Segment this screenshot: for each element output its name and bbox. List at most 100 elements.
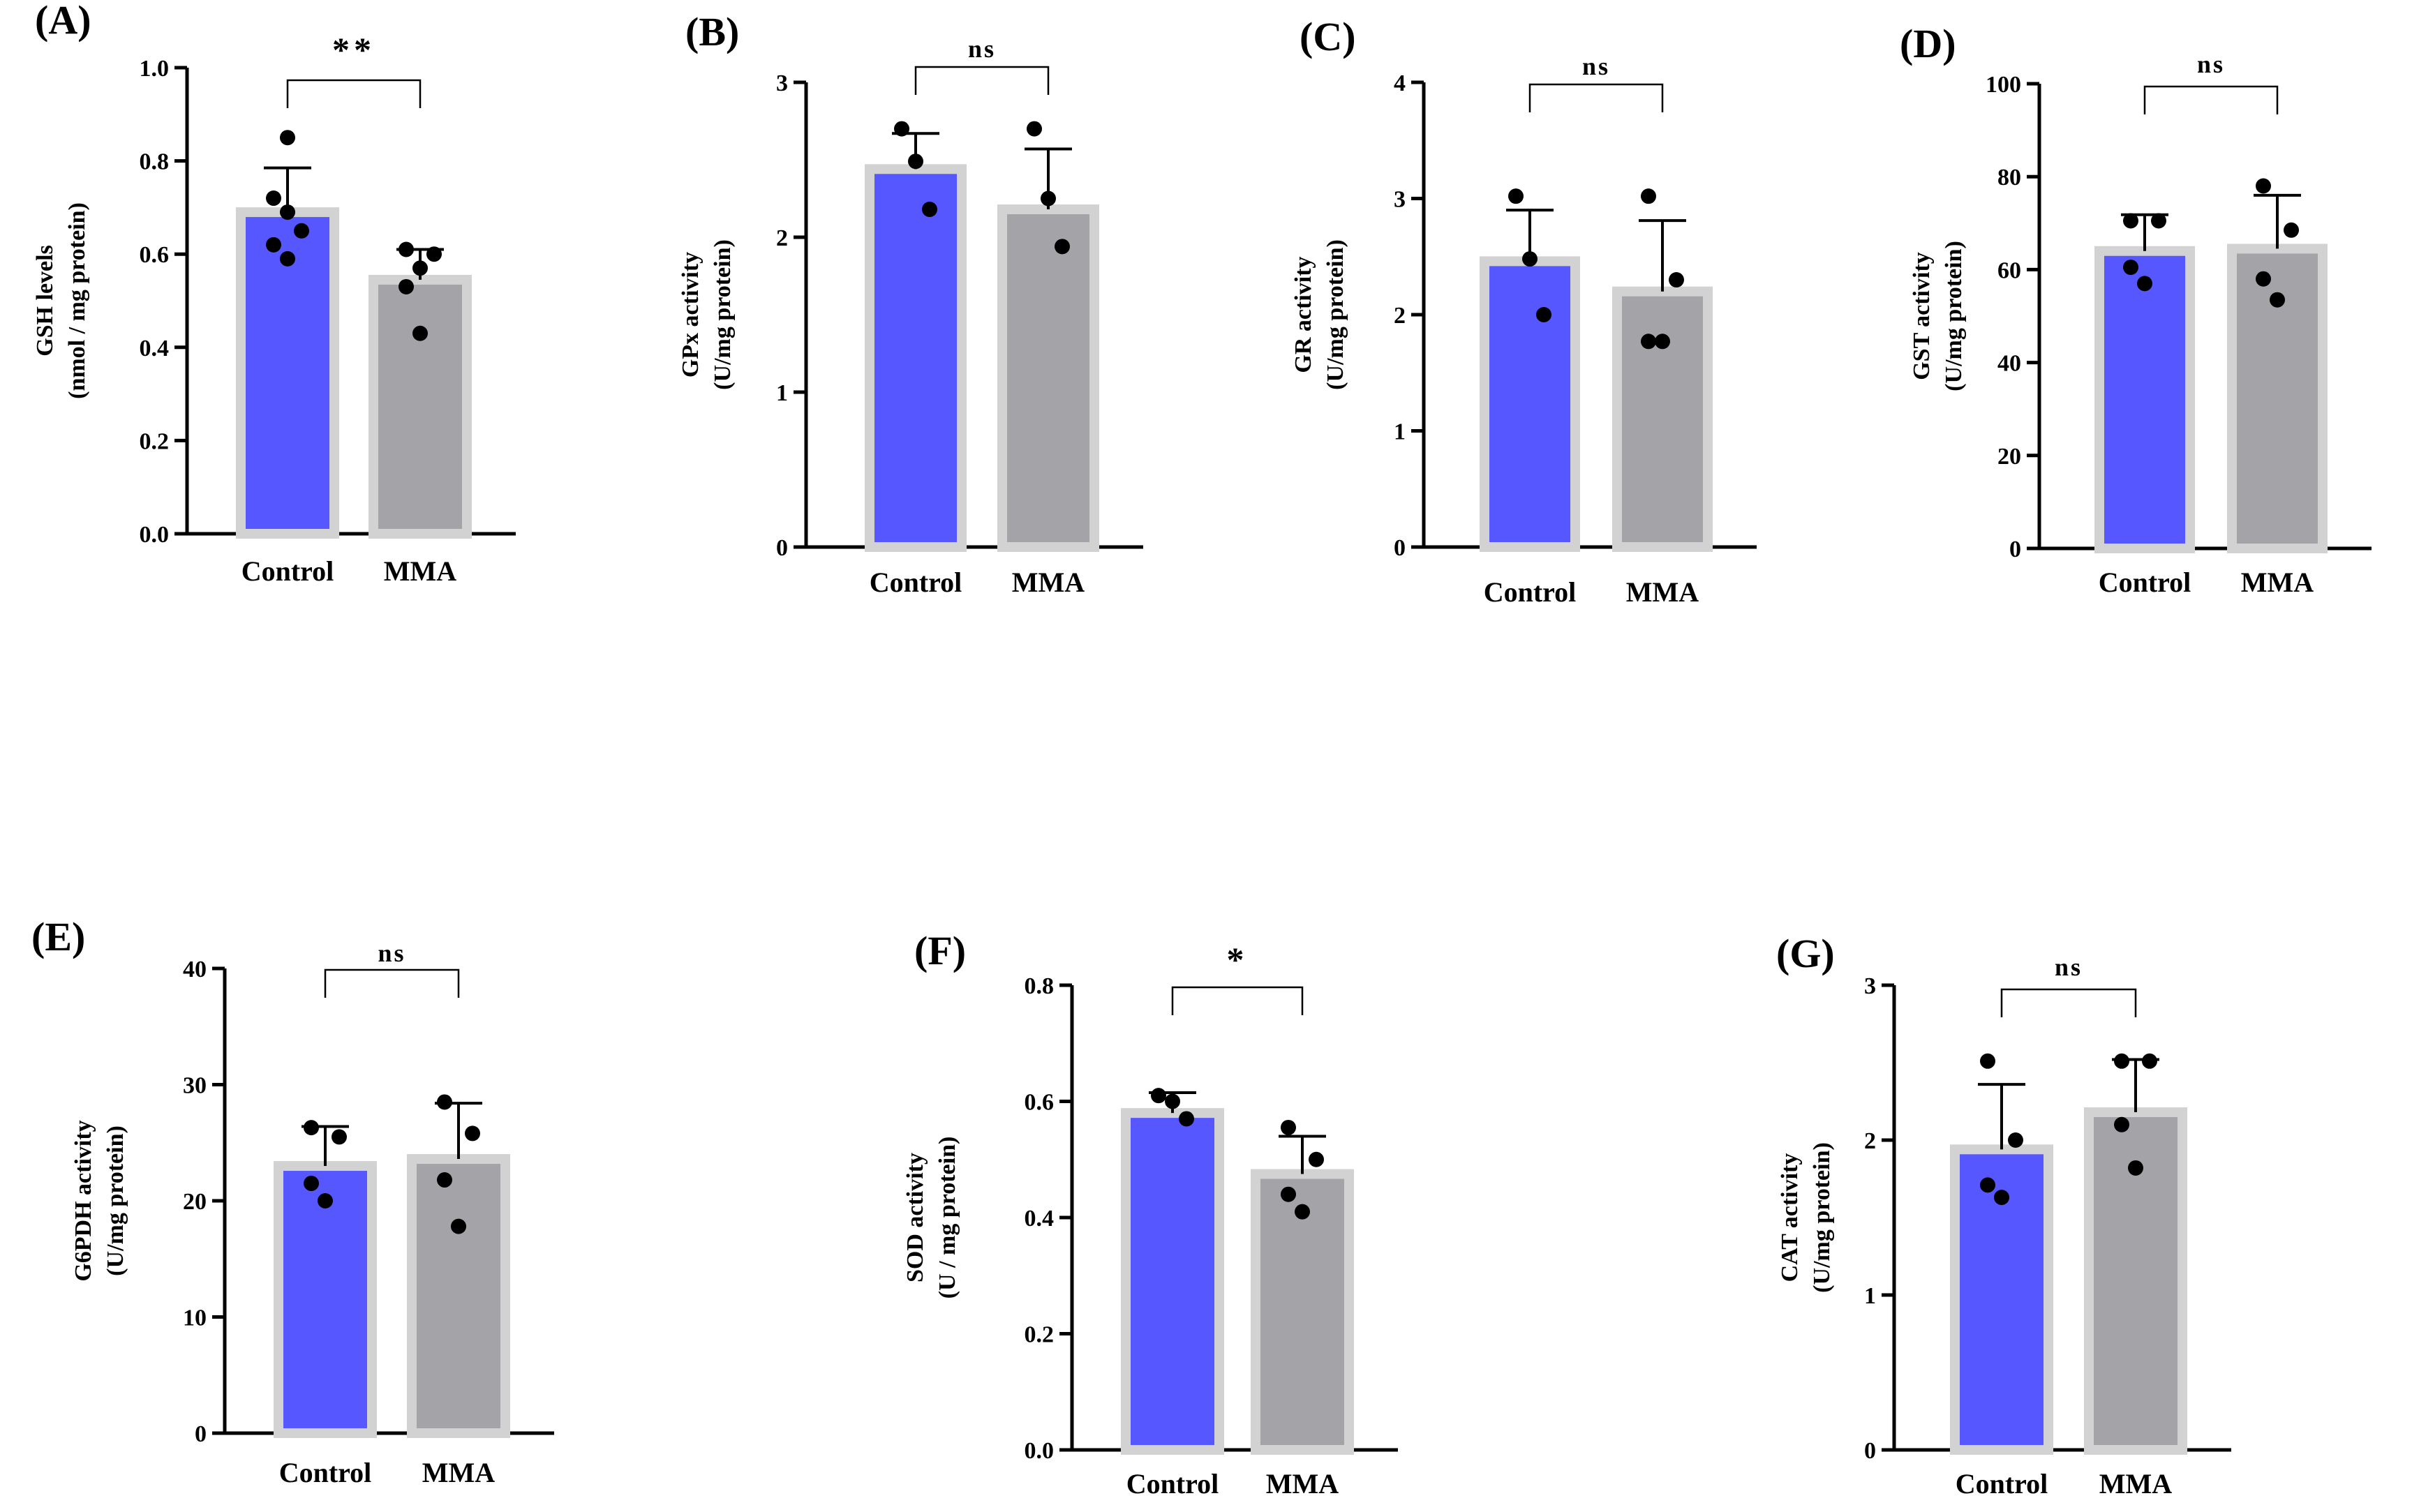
significance-label: ns	[968, 35, 996, 63]
y-tick-label: 0.2	[140, 428, 170, 454]
significance-label: **	[332, 30, 375, 69]
y-tick-label: 0.0	[140, 522, 170, 548]
data-point	[1281, 1119, 1296, 1135]
chart-panel-g: (G) CAT activity (U/mg protein) 0 1 2 3 Control…	[1776, 931, 2231, 1499]
significance-bracket	[1171, 986, 1304, 1015]
y-axis-label: GSH levels	[32, 245, 58, 357]
panel-label: (D)	[1900, 21, 1956, 66]
data-point	[1309, 1151, 1324, 1167]
category-label: MMA	[1266, 1468, 1339, 1499]
bar-control	[2094, 246, 2195, 553]
panel-label: (F)	[914, 928, 966, 973]
data-point	[412, 260, 428, 276]
y-axis-label: GPx activity	[678, 252, 704, 377]
bar-control	[274, 1161, 377, 1439]
data-point	[304, 1120, 319, 1136]
chart-panel-e: (E) G6PDH activity (U/mg protein) 0 10 20 30 40…	[31, 914, 554, 1488]
data-point	[2123, 260, 2138, 276]
data-point	[2284, 222, 2299, 238]
y-tick-label: 0	[1864, 1438, 1876, 1464]
category-label: Control	[870, 567, 962, 598]
significance-label: ns	[378, 939, 405, 967]
bar-mma	[1612, 286, 1713, 552]
data-point	[1980, 1053, 1995, 1069]
y-tick-label: 0.2	[1025, 1322, 1055, 1348]
data-point	[922, 202, 937, 218]
data-point	[908, 154, 923, 170]
data-point	[266, 237, 281, 253]
data-point	[1655, 334, 1670, 350]
data-point	[412, 325, 428, 341]
category-label: Control	[1484, 576, 1577, 608]
y-tick-label: 2	[776, 225, 788, 251]
y-axis-label: GR activity	[1290, 256, 1316, 373]
category-label: Control	[2099, 567, 2191, 598]
y-axis-label: (U/mg protein)	[1809, 1142, 1835, 1293]
y-tick-label: 2	[1864, 1128, 1876, 1154]
data-point	[2123, 213, 2138, 229]
data-point	[1295, 1204, 1310, 1220]
data-point	[451, 1218, 466, 1234]
data-point	[1281, 1186, 1296, 1202]
y-tick-label: 40	[183, 957, 207, 982]
significance-bracket	[2143, 85, 2279, 114]
y-tick-label: 1	[1394, 419, 1406, 445]
significance-bracket	[914, 66, 1050, 95]
significance-label: ns	[1582, 52, 1610, 80]
data-point	[2270, 292, 2285, 308]
data-point	[1994, 1190, 2009, 1206]
data-point	[1669, 272, 1684, 288]
y-axis-label: (U/mg protein)	[1323, 239, 1348, 390]
category-label: Control	[1126, 1468, 1219, 1499]
panel-label: (B)	[685, 9, 739, 54]
y-tick-label: 3	[1394, 187, 1406, 213]
chart-panel-d: (D) GST activity (U/mg protein) 0 20 40 60 80 10…	[1900, 21, 2372, 598]
bar-mma	[997, 204, 1099, 552]
chart-panel-b: (B) GPx activity (U/mg protein) 0 1 2 3 Control…	[678, 9, 1143, 598]
category-label: MMA	[2099, 1468, 2173, 1499]
data-point	[1055, 239, 1070, 255]
category-label: MMA	[422, 1457, 496, 1488]
data-point	[2151, 213, 2166, 229]
data-point	[2114, 1053, 2129, 1069]
data-point	[1508, 188, 1524, 204]
data-point	[399, 278, 414, 294]
y-tick-label: 20	[1997, 444, 2021, 470]
significance-label: *	[1227, 940, 1249, 979]
y-tick-label: 60	[1997, 257, 2021, 283]
y-tick-label: 100	[1986, 72, 2021, 98]
data-point	[1027, 121, 1042, 137]
y-tick-label: 4	[1394, 70, 1406, 96]
data-point	[465, 1125, 480, 1142]
data-point	[2137, 276, 2152, 292]
data-point	[280, 130, 295, 146]
data-point	[2142, 1053, 2157, 1069]
y-tick-label: 1.0	[140, 56, 170, 82]
data-point	[304, 1176, 319, 1192]
bar-mma	[407, 1154, 510, 1439]
data-point	[280, 250, 295, 267]
data-point	[1041, 190, 1056, 207]
data-point	[2256, 178, 2271, 194]
significance-label: ns	[2197, 50, 2225, 78]
category-label: MMA	[384, 555, 457, 587]
bar-control	[865, 164, 967, 552]
data-point	[437, 1172, 452, 1188]
data-point	[1179, 1111, 1194, 1127]
y-tick-label: 0.8	[140, 149, 170, 175]
chart-panel-c: (C) GR activity (U/mg protein) 0 1 2 3 4 Control…	[1290, 14, 1757, 608]
data-point	[1522, 251, 1538, 267]
data-point	[399, 241, 414, 257]
panel-label: (A)	[35, 0, 91, 43]
data-point	[437, 1094, 452, 1110]
data-point	[266, 190, 281, 207]
chart-panel-f: (F) SOD activity (U / mg protein) 0.0 0.2 0.4…	[902, 928, 1398, 1499]
y-tick-label: 2	[1394, 303, 1406, 329]
chart-panel-a: (A) GSH levels (nmol / mg protein) 0.0 0.2 0.…	[32, 0, 516, 587]
significance-label: ns	[2055, 953, 2083, 981]
category-label: MMA	[1012, 567, 1085, 598]
data-point	[2008, 1132, 2023, 1148]
y-tick-label: 0	[776, 535, 788, 561]
y-tick-label: 3	[776, 70, 788, 96]
